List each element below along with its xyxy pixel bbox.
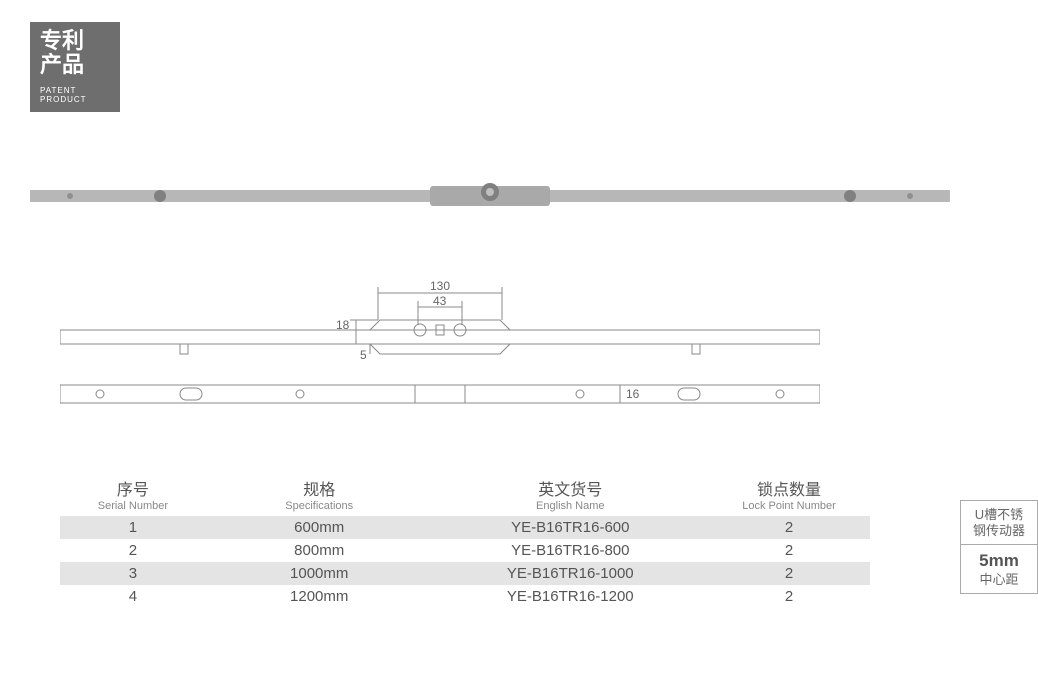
- table-header-row: 序号 Serial Number 规格 Specifications 英文货号 …: [60, 470, 870, 516]
- cell: 3: [60, 562, 206, 585]
- table-row: 2 800mm YE-B16TR16-800 2: [60, 539, 870, 562]
- cell: YE-B16TR16-600: [433, 516, 708, 539]
- badge-cn1: 专利: [40, 29, 84, 53]
- dim-18: 18: [336, 318, 350, 332]
- product-photo: [30, 180, 950, 210]
- side-box-spec: 5mm 中心距: [961, 544, 1037, 593]
- cell: 4: [60, 585, 206, 608]
- dim-5: 5: [360, 348, 367, 362]
- th-english-name: 英文货号 English Name: [433, 470, 708, 516]
- th-spec: 规格 Specifications: [206, 470, 433, 516]
- technical-drawing: 130 43 18 5 16: [60, 275, 820, 415]
- cell: YE-B16TR16-1000: [433, 562, 708, 585]
- dim-130: 130: [430, 279, 450, 293]
- table-row: 3 1000mm YE-B16TR16-1000 2: [60, 562, 870, 585]
- dim-43: 43: [433, 294, 447, 308]
- cell: YE-B16TR16-800: [433, 539, 708, 562]
- table-row: 1 600mm YE-B16TR16-600 2: [60, 516, 870, 539]
- spec-table: 序号 Serial Number 规格 Specifications 英文货号 …: [60, 470, 870, 608]
- cell: 600mm: [206, 516, 433, 539]
- cell: 1: [60, 516, 206, 539]
- cell: 2: [708, 539, 870, 562]
- badge-en1: PATENT: [40, 86, 76, 96]
- cell: 2: [708, 562, 870, 585]
- cell: 2: [60, 539, 206, 562]
- th-serial: 序号 Serial Number: [60, 470, 206, 516]
- side-info-box: U槽不锈 钢传动器 5mm 中心距: [960, 500, 1038, 594]
- table-row: 4 1200mm YE-B16TR16-1200 2: [60, 585, 870, 608]
- cell: 2: [708, 585, 870, 608]
- th-lockpoint: 锁点数量 Lock Point Number: [708, 470, 870, 516]
- patent-badge: 专利 产品 PATENT PRODUCT: [30, 22, 120, 112]
- badge-en2: PRODUCT: [40, 95, 87, 105]
- side-box-title: U槽不锈 钢传动器: [961, 501, 1037, 544]
- badge-cn2: 产品: [40, 53, 84, 77]
- cell: 1200mm: [206, 585, 433, 608]
- cell: 1000mm: [206, 562, 433, 585]
- cell: 800mm: [206, 539, 433, 562]
- cell: YE-B16TR16-1200: [433, 585, 708, 608]
- cell: 2: [708, 516, 870, 539]
- dim-16: 16: [626, 387, 640, 401]
